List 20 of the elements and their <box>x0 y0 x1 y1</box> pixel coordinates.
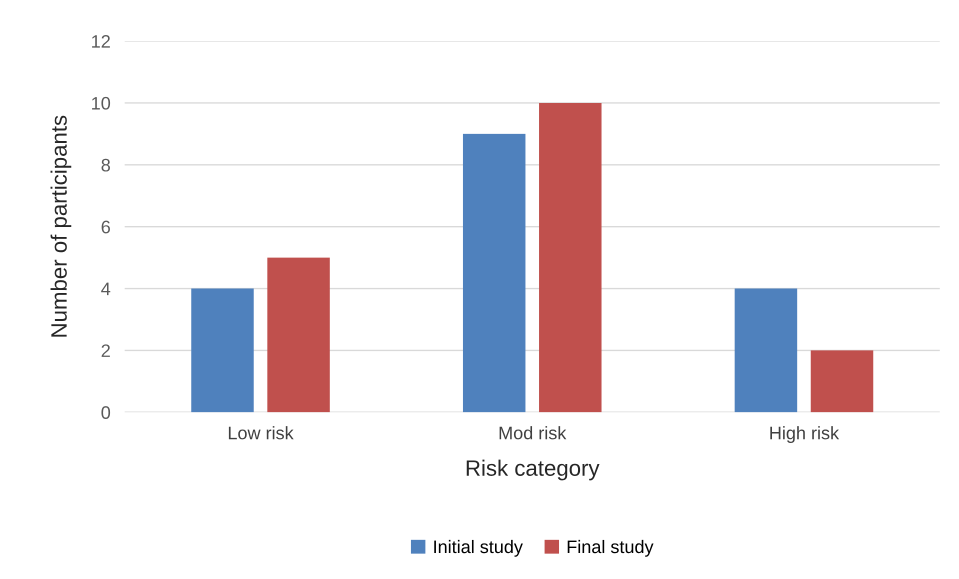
bar <box>191 288 254 412</box>
y-tick-label: 8 <box>102 158 110 172</box>
x-tick-label: Low risk <box>228 426 294 440</box>
bar <box>734 288 798 412</box>
y-tick-label: 2 <box>102 344 110 357</box>
bar <box>267 258 330 412</box>
y-tick-label: 6 <box>102 220 110 234</box>
legend-label: Final study <box>568 540 654 557</box>
x-tick-label: Mod risk <box>500 426 566 440</box>
legend-label: Initial study <box>434 540 523 557</box>
y-tick-label: 10 <box>92 96 110 110</box>
y-tick-label: 4 <box>101 282 110 296</box>
bar <box>810 350 874 412</box>
y-tick-label: 12 <box>92 35 110 48</box>
y-axis-title: Number of participants <box>50 116 72 337</box>
bar <box>462 134 526 412</box>
x-axis-title: Risk category <box>466 460 600 480</box>
bar <box>539 102 602 412</box>
y-tick-label: 0 <box>101 406 110 419</box>
x-tick-label: High risk <box>770 426 840 443</box>
